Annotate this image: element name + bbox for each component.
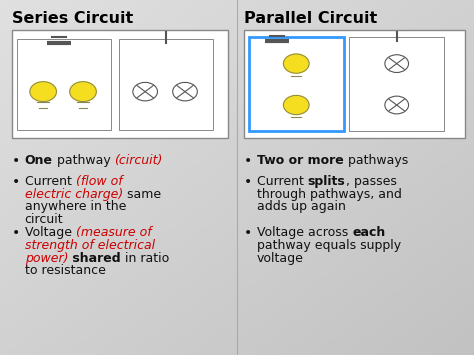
- Text: strength of electrical: strength of electrical: [25, 239, 155, 252]
- Text: voltage: voltage: [257, 252, 304, 264]
- Text: adds up again: adds up again: [257, 201, 346, 213]
- Text: shared: shared: [68, 252, 121, 264]
- Bar: [118, 39, 213, 130]
- Text: Current: Current: [257, 175, 308, 188]
- Bar: [244, 30, 465, 138]
- Circle shape: [385, 55, 409, 72]
- Text: each: each: [352, 226, 385, 239]
- Bar: [349, 37, 444, 131]
- Text: (measure of: (measure of: [76, 226, 151, 239]
- Circle shape: [173, 82, 197, 101]
- Bar: [249, 37, 344, 131]
- Text: Voltage: Voltage: [25, 226, 76, 239]
- Bar: [12, 30, 228, 138]
- Circle shape: [283, 54, 309, 73]
- Text: Series Circuit: Series Circuit: [12, 11, 133, 26]
- Text: (circuit): (circuit): [114, 154, 163, 168]
- Circle shape: [30, 82, 56, 102]
- Text: power): power): [25, 252, 68, 264]
- Text: Two or more: Two or more: [257, 154, 344, 168]
- Text: Parallel Circuit: Parallel Circuit: [244, 11, 377, 26]
- Text: pathways: pathways: [344, 154, 408, 168]
- Text: same: same: [123, 188, 161, 201]
- Text: One: One: [25, 154, 53, 168]
- Text: in ratio: in ratio: [121, 252, 169, 264]
- Text: pathway equals supply: pathway equals supply: [257, 239, 401, 252]
- Text: , passes: , passes: [346, 175, 396, 188]
- Text: Current: Current: [25, 175, 75, 188]
- Text: •: •: [244, 226, 252, 240]
- Text: circuit: circuit: [25, 213, 63, 226]
- Circle shape: [283, 95, 309, 115]
- Text: •: •: [12, 226, 20, 240]
- Circle shape: [385, 96, 409, 114]
- Text: •: •: [12, 175, 20, 189]
- Circle shape: [133, 82, 157, 101]
- Circle shape: [70, 82, 96, 102]
- Text: Voltage across: Voltage across: [257, 226, 352, 239]
- Text: electric charge): electric charge): [25, 188, 123, 201]
- Text: •: •: [244, 175, 252, 189]
- Text: (flow of: (flow of: [75, 175, 122, 188]
- Bar: [17, 39, 111, 130]
- Text: anywhere in the: anywhere in the: [25, 201, 126, 213]
- Text: •: •: [12, 154, 20, 168]
- Text: •: •: [244, 154, 252, 168]
- Text: to resistance: to resistance: [25, 264, 106, 277]
- Text: pathway: pathway: [53, 154, 114, 168]
- Text: through pathways, and: through pathways, and: [257, 188, 402, 201]
- Text: splits: splits: [308, 175, 346, 188]
